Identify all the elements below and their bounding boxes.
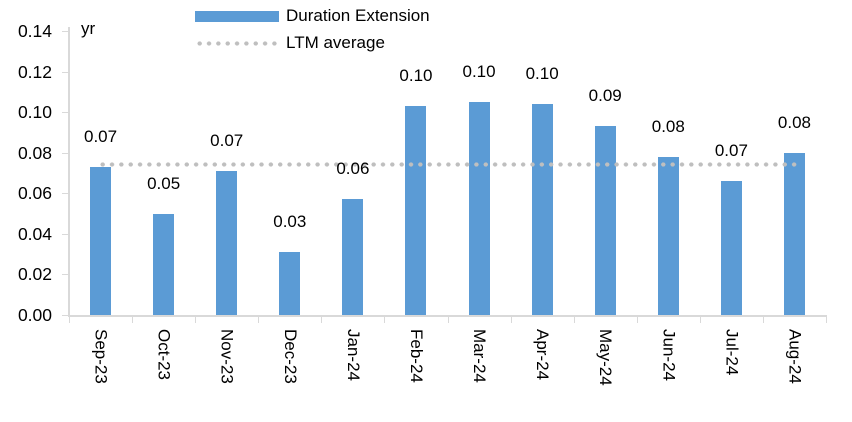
x-axis-tick-mark [132,315,134,323]
x-axis-tick-mark [69,315,70,323]
y-axis-tick-label: 0.04 [17,223,52,244]
y-axis-tick-label: 0.08 [17,142,52,163]
legend-label-ltm-average: LTM average [286,33,385,52]
bar-apr-24 [531,104,553,315]
y-axis-tick-mark [62,315,68,316]
bar-data-label: 0.03 [273,212,307,232]
bar-jan-24 [342,199,364,315]
y-axis-tick-mark [62,112,68,114]
bar-data-label: 0.09 [588,86,622,106]
y-axis-line [68,27,70,317]
legend-label-duration-extension: Duration Extension [286,6,430,25]
y-axis-tick-mark [62,30,68,32]
bar-mar-24 [468,101,490,315]
x-axis-tick-mark [826,315,827,323]
dotted-line-swatch [195,40,279,46]
y-axis-tick-mark [62,233,68,235]
x-axis-label-dec-23: Dec-23 [280,329,300,384]
bar-data-label: 0.10 [525,64,559,84]
legend-item-ltm-average: LTM average [195,32,385,54]
x-axis-tick-mark [699,315,701,323]
bar-jun-24 [657,156,679,315]
bar-jul-24 [720,181,742,315]
ltm-average-line [98,162,797,168]
y-axis-tick-label: 0.10 [17,102,52,123]
bar-oct-23 [153,213,175,315]
y-axis-tick-label: 0.06 [17,183,52,204]
bar-dec-23 [279,252,301,315]
x-axis-label-jan-24: Jan-24 [343,329,363,381]
bar-data-label: 0.08 [651,116,685,136]
bar-may-24 [594,126,616,315]
y-axis-tick-label: 0.00 [17,305,52,325]
x-axis-tick-mark [258,315,260,323]
bar-data-label: 0.07 [83,126,118,146]
bar-nov-23 [216,170,238,315]
bar-data-label: 0.07 [714,141,748,161]
bar-sep-23 [90,166,112,315]
x-axis-tick-mark [195,315,197,323]
x-axis-label-oct-23: Oct-23 [154,329,174,381]
x-axis-label-feb-24: Feb-24 [406,329,426,383]
y-axis-tick-mark [62,152,68,154]
y-axis-tick-label: 0.14 [17,20,52,41]
x-axis-tick-mark [510,315,512,323]
y-axis-unit-label: yr [81,19,96,38]
y-axis-tick-mark [62,71,68,73]
x-axis-tick-mark [573,315,575,323]
bar-aug-24 [783,152,805,315]
bar-data-label: 0.10 [462,61,496,81]
x-axis-label-sep-23: Sep-23 [91,329,111,384]
x-axis-label-mar-24: Mar-24 [470,329,490,383]
x-axis-label-apr-24: Apr-24 [533,329,553,381]
x-axis-tick-mark [636,315,638,323]
bar-feb-24 [405,106,427,315]
y-axis-tick-mark [62,193,68,195]
y-axis-tick-label: 0.12 [17,61,52,82]
bar-swatch [195,10,279,22]
x-axis-tick-mark [447,315,449,323]
x-axis-tick-mark [321,315,323,323]
legend: Duration Extension LTM average [195,0,535,52]
x-axis-label-may-24: May-24 [596,329,616,386]
y-axis-tick-mark [62,274,68,276]
bar-data-label: 0.07 [210,130,244,150]
y-axis-tick-label: 0.02 [17,264,52,285]
x-axis-tick-mark [384,315,386,323]
bar-data-label: 0.08 [777,112,811,132]
x-axis-tick-mark [762,315,764,323]
bar-data-label: 0.06 [336,159,370,179]
legend-item-duration-extension: Duration Extension [195,5,430,27]
x-axis-label-nov-23: Nov-23 [217,329,237,384]
bar-data-label: 0.10 [399,66,433,86]
x-axis-label-aug-24: Aug-24 [785,329,805,384]
bar-data-label: 0.05 [147,173,181,193]
x-axis-label-jun-24: Jun-24 [659,329,679,381]
x-axis-label-jul-24: Jul-24 [722,329,742,376]
